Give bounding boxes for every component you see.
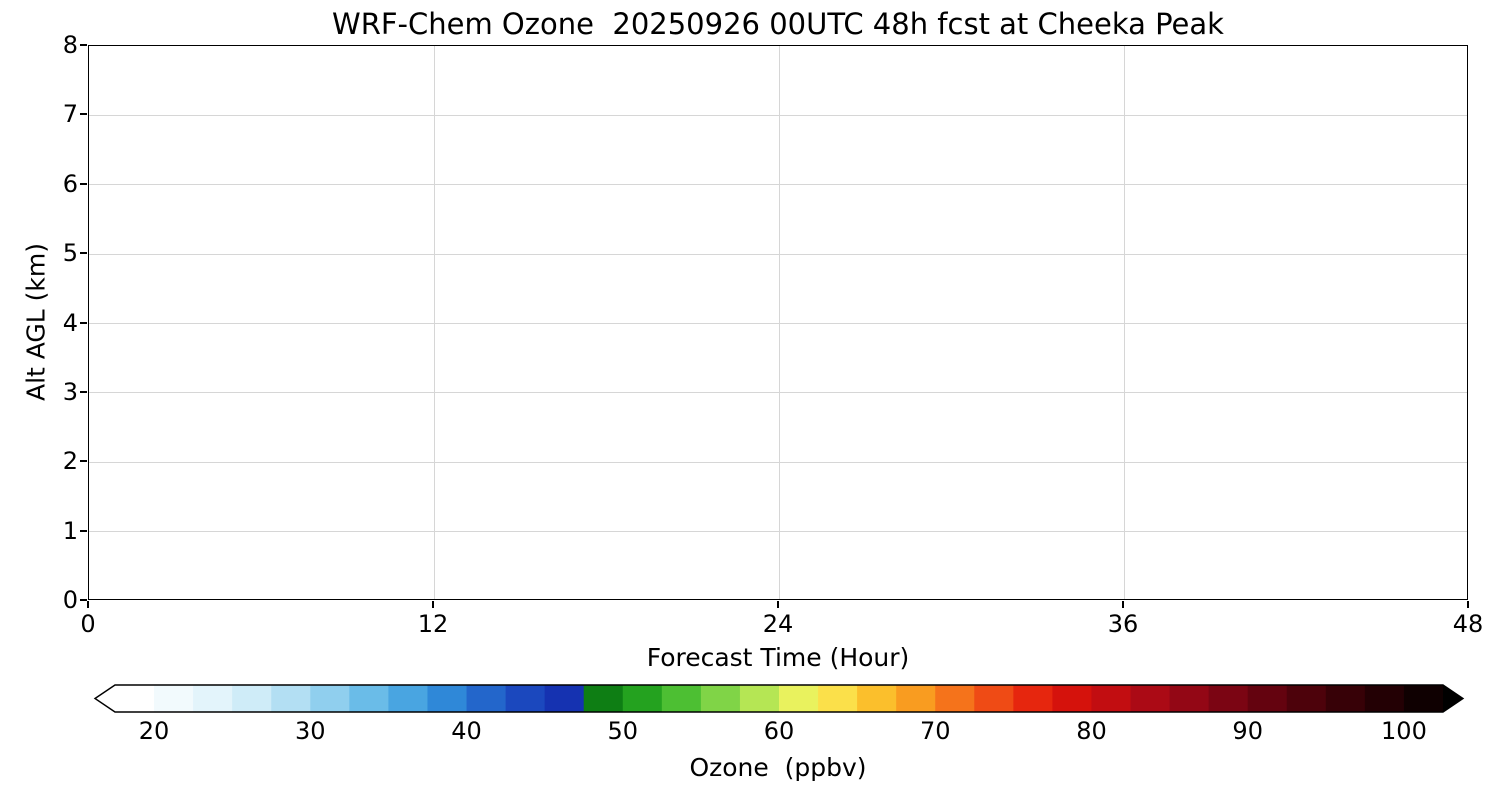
gridline-horizontal bbox=[89, 253, 1467, 255]
y-tick-label: 0 bbox=[62, 586, 78, 614]
x-axis-tick bbox=[1467, 601, 1469, 608]
colorbar-tick-label: 60 bbox=[763, 717, 795, 745]
y-axis-tick bbox=[80, 599, 87, 601]
colorbar-tick-label: 90 bbox=[1232, 717, 1263, 745]
y-tick-label: 6 bbox=[62, 169, 78, 198]
colorbar-bin bbox=[896, 685, 936, 712]
colorbar-bin bbox=[310, 685, 350, 712]
colorbar-bin bbox=[935, 685, 975, 712]
y-tick-label: 5 bbox=[62, 239, 78, 268]
gridline-horizontal bbox=[89, 392, 1467, 394]
plot-area bbox=[88, 45, 1468, 600]
colorbar-bin bbox=[583, 685, 624, 712]
colorbar-bin bbox=[544, 685, 585, 712]
colorbar-bin bbox=[1325, 685, 1366, 712]
colorbar-over-arrow bbox=[1443, 685, 1463, 712]
colorbar-bin bbox=[388, 685, 428, 712]
y-axis-tick bbox=[80, 529, 87, 532]
y-tick-label: 8 bbox=[62, 31, 78, 59]
y-tick-label: 4 bbox=[62, 308, 78, 337]
colorbar bbox=[93, 684, 1465, 713]
colorbar-bin bbox=[779, 685, 819, 712]
gridline-horizontal bbox=[89, 531, 1467, 533]
colorbar-bin bbox=[154, 685, 194, 712]
colorbar-tick-label: 40 bbox=[451, 717, 482, 745]
colorbar-tick-label: 20 bbox=[138, 717, 170, 745]
x-tick-label: 48 bbox=[1452, 610, 1484, 638]
colorbar-bin bbox=[818, 685, 858, 712]
colorbar-outline bbox=[93, 684, 1465, 713]
gridline-horizontal bbox=[89, 184, 1467, 186]
colorbar-bin bbox=[1169, 685, 1210, 712]
colorbar-bin bbox=[1364, 685, 1405, 712]
x-axis-tick bbox=[1122, 601, 1124, 608]
colorbar-bin bbox=[1286, 685, 1327, 712]
colorbar-bin bbox=[1403, 685, 1444, 712]
colorbar-label: Ozone (ppbv) bbox=[689, 753, 867, 782]
colorbar-tick-label: 80 bbox=[1076, 717, 1107, 745]
gridline-horizontal bbox=[89, 323, 1467, 324]
colorbar-bin bbox=[857, 685, 897, 712]
colorbar-bin bbox=[1013, 685, 1053, 712]
y-axis-tick bbox=[80, 44, 87, 46]
gridline-vertical bbox=[1123, 46, 1125, 599]
gridline-horizontal bbox=[89, 114, 1467, 116]
colorbar-bin bbox=[427, 685, 467, 712]
y-tick-label: 1 bbox=[62, 516, 78, 545]
colorbar-bin bbox=[1052, 685, 1092, 712]
colorbar-bin bbox=[115, 685, 155, 712]
x-tick-label: 12 bbox=[417, 610, 449, 638]
y-axis-tick bbox=[80, 321, 87, 324]
x-axis-tick bbox=[87, 601, 89, 608]
gridline-horizontal bbox=[89, 461, 1467, 463]
y-axis-tick bbox=[80, 182, 87, 185]
colorbar-bin bbox=[1208, 685, 1249, 712]
colorbar-tick-label: 50 bbox=[607, 717, 639, 745]
y-axis-tick bbox=[80, 252, 87, 255]
colorbar-bin bbox=[1247, 685, 1288, 712]
x-axis-tick bbox=[777, 601, 779, 608]
x-tick-label: 36 bbox=[1107, 610, 1139, 638]
colorbar-bin bbox=[622, 685, 663, 712]
colorbar-tick-label: 100 bbox=[1381, 717, 1427, 745]
chart-title: WRF-Chem Ozone 20250926 00UTC 48h fcst a… bbox=[332, 7, 1224, 41]
colorbar-bin bbox=[739, 685, 780, 712]
colorbar-bin bbox=[974, 685, 1014, 712]
colorbar-bin bbox=[700, 685, 741, 712]
x-axis-tick bbox=[432, 601, 434, 608]
colorbar-bin bbox=[466, 685, 506, 712]
y-tick-label: 2 bbox=[62, 447, 78, 476]
y-tick-label: 3 bbox=[62, 377, 78, 406]
colorbar-bin bbox=[1130, 685, 1170, 712]
y-axis-tick bbox=[80, 113, 87, 116]
y-tick-label: 7 bbox=[62, 100, 78, 129]
colorbar-bin bbox=[1091, 685, 1131, 712]
colorbar-tick-label: 30 bbox=[295, 717, 326, 745]
colorbar-bin bbox=[349, 685, 389, 712]
x-tick-label: 24 bbox=[762, 610, 794, 638]
colorbar-bin bbox=[271, 685, 311, 712]
y-axis-tick bbox=[80, 460, 87, 463]
colorbar-bin bbox=[193, 685, 233, 712]
gridline-vertical bbox=[778, 46, 780, 599]
x-axis-label: Forecast Time (Hour) bbox=[646, 643, 910, 672]
x-tick-label: 0 bbox=[80, 610, 96, 638]
y-axis-tick bbox=[80, 390, 87, 393]
colorbar-under-arrow bbox=[95, 685, 115, 712]
gridline-vertical bbox=[433, 46, 435, 599]
colorbar-tick-label: 70 bbox=[919, 717, 951, 745]
colorbar-bin bbox=[661, 685, 702, 712]
colorbar-bin bbox=[505, 685, 546, 712]
colorbar-bin bbox=[232, 685, 272, 712]
